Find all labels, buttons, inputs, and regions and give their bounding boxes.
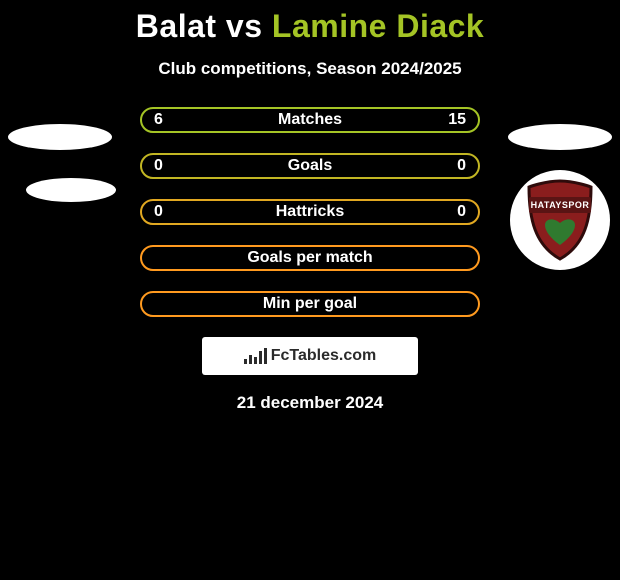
club-shield: HATAYSPOR [525,179,595,261]
stat-label: Min per goal [142,295,478,313]
stat-row: 0Goals0 [140,153,480,179]
title-player1: Balat [136,8,217,44]
title-player2: Lamine Diack [272,8,484,44]
player1-photo-placeholder [8,124,112,150]
stat-label: Matches [142,111,478,129]
stat-row: Min per goal [140,291,480,317]
branding-badge: FcTables.com [202,337,418,375]
stat-row: Goals per match [140,245,480,271]
page-title: Balat vs Lamine Diack [0,0,620,45]
shield-path [529,181,591,259]
stat-row: 0Hattricks0 [140,199,480,225]
title-vs: vs [226,8,263,44]
stat-label: Goals per match [142,249,478,267]
shield-icon [525,179,595,261]
player2-club-badge: HATAYSPOR [510,170,610,270]
stat-row: 6Matches15 [140,107,480,133]
date-label: 21 december 2024 [0,393,620,413]
stat-label: Goals [142,157,478,175]
stat-label: Hattricks [142,203,478,221]
bar-chart-icon [244,348,267,364]
player1-club-placeholder [26,178,116,202]
subtitle: Club competitions, Season 2024/2025 [0,59,620,79]
branding-label: FcTables.com [271,347,377,365]
stats-container: 6Matches15 0Goals0 0Hattricks0 Goals per ma… [140,107,480,317]
club-name-band: HATAYSPOR [529,197,591,213]
player2-photo-placeholder [508,124,612,150]
